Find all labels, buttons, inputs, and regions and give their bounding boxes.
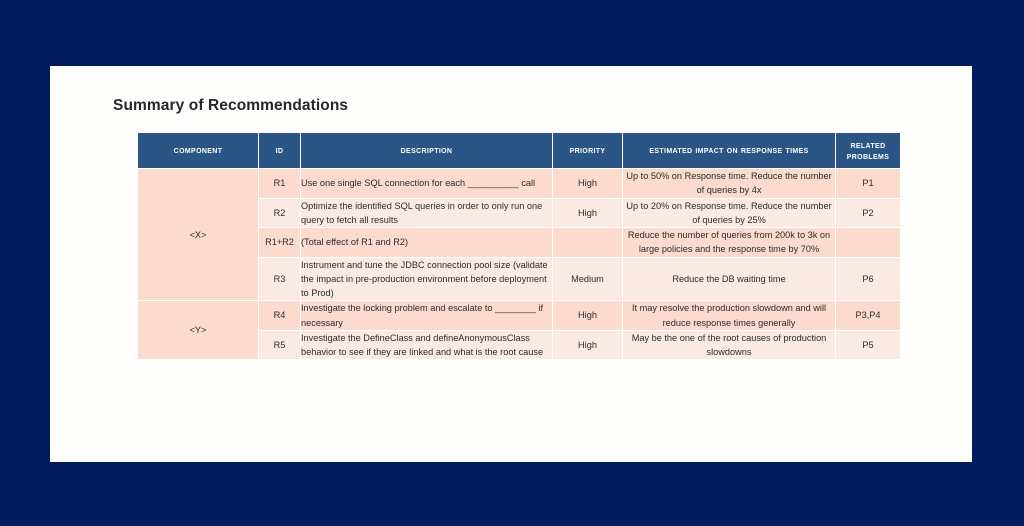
- cell-id: R3: [258, 256, 301, 302]
- cell-priority: High: [552, 197, 623, 228]
- table-row: R2 Optimize the identified SQL queries in…: [138, 197, 901, 228]
- cell-related: P3,P4: [835, 300, 901, 331]
- table-header: Component ID Description Priority Estima…: [137, 132, 901, 169]
- column-header-description: Description: [300, 132, 553, 169]
- cell-id: R2: [258, 197, 301, 228]
- cell-desc: Investigate the DefineClass and defineAn…: [300, 329, 553, 361]
- cell-desc: Optimize the identified SQL queries in o…: [300, 197, 553, 228]
- cell-priority: High: [552, 300, 623, 331]
- table-body: <X> R1 Use one single SQL connection for e…: [137, 167, 901, 361]
- cell-related: P5: [835, 329, 901, 361]
- cell-impact: It may resolve the production slowdown a…: [622, 300, 836, 331]
- cell-impact: Reduce the DB waiting time: [622, 256, 836, 302]
- cell-desc: Use one single SQL connection for each _…: [300, 168, 553, 199]
- cell-id: R1+R2: [258, 227, 301, 258]
- table-row: <Y> R4 Investigate the locking problem and…: [137, 300, 901, 361]
- cell-id: R4: [258, 300, 301, 331]
- cell-impact: Reduce the number of queries from 200k t…: [622, 227, 836, 258]
- cell-desc: (Total effect of R1 and R2): [300, 227, 553, 258]
- slide-card: Summary of Recommendations Component ID …: [50, 66, 972, 462]
- cell-priority: High: [552, 329, 623, 361]
- cell-desc: Instrument and tune the JDBC connection …: [300, 256, 553, 302]
- cell-priority: High: [552, 168, 623, 199]
- cell-related: P6: [835, 256, 901, 302]
- cell-id: R1: [258, 168, 301, 199]
- cell-priority: Medium: [552, 256, 623, 302]
- cell-id: R5: [258, 329, 301, 361]
- cell-component: <X>: [137, 167, 259, 302]
- cell-impact: Up to 20% on Response time. Reduce the n…: [622, 197, 836, 228]
- table-row: R5 Investigate the DefineClass and define…: [138, 329, 901, 361]
- table-row: R3 Instrument and tune the JDBC connectio…: [138, 256, 901, 302]
- page-title: Summary of Recommendations: [113, 97, 349, 114]
- column-header-impact: Estimated Impact on Response times: [622, 132, 836, 169]
- column-header-related-problems: Related Problems: [835, 132, 901, 169]
- cell-related: P1: [835, 168, 901, 199]
- column-header-component: Component: [137, 132, 259, 169]
- table-row: <X> R1 Use one single SQL connection for e…: [137, 167, 901, 302]
- cell-component: <Y>: [137, 300, 259, 361]
- cell-related: [835, 227, 901, 258]
- cell-impact: Up to 50% on Response time. Reduce the n…: [622, 168, 836, 199]
- header-row: Component ID Description Priority Estima…: [137, 132, 901, 169]
- cell-related: P2: [835, 197, 901, 228]
- column-header-priority: Priority: [552, 132, 623, 169]
- cell-desc: Investigate the locking problem and esca…: [300, 300, 553, 331]
- recommendations-table: Component ID Description Priority Estima…: [137, 132, 901, 361]
- cell-impact: May be the one of the root causes of pro…: [622, 329, 836, 361]
- cell-priority: [552, 227, 623, 258]
- column-header-id: ID: [258, 132, 301, 169]
